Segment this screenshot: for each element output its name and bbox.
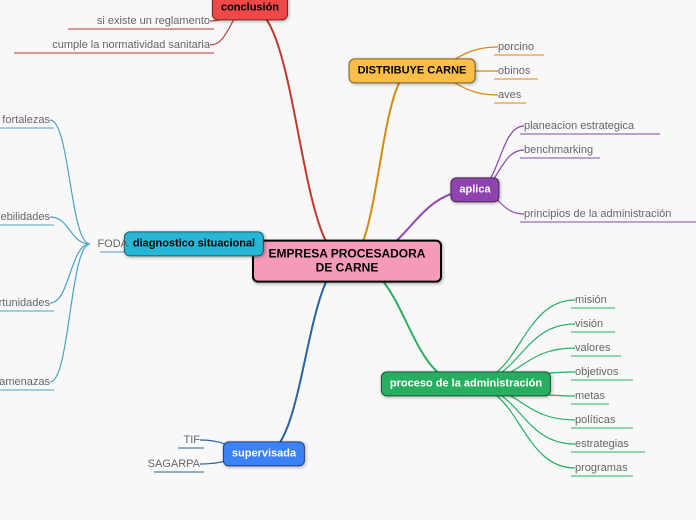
leaf-label: oportunidades — [0, 297, 50, 309]
leaf-label: programas — [575, 462, 628, 474]
leaf-label: cumple la normatividad sanitaria — [52, 39, 210, 51]
leaf-label: planeacion estrategica — [524, 120, 634, 132]
leaf-label: metas — [575, 390, 605, 402]
leaf-label: si existe un reglamento — [97, 15, 210, 27]
leaf-label: benchmarking — [524, 144, 593, 156]
leaf-label: valores — [575, 342, 610, 354]
branch-node-distribuye[interactable]: DISTRIBUYE CARNE — [349, 58, 476, 83]
leaf-label: principios de la administración — [524, 208, 671, 220]
branch-node-proceso[interactable]: proceso de la administración — [381, 371, 551, 396]
leaf-label: debilidades — [0, 211, 50, 223]
leaf-label: aves — [498, 89, 521, 101]
leaf-label: estrategias — [575, 438, 629, 450]
leaf-label: visión — [575, 318, 603, 330]
leaf-label: misión — [575, 294, 607, 306]
branch-node-conclusion[interactable]: conclusión — [212, 0, 288, 21]
leaf-label: TIF — [184, 434, 201, 446]
leaf-label: SAGARPA — [148, 458, 200, 470]
leaf-label: objetivos — [575, 366, 618, 378]
leaf-label: políticas — [575, 414, 615, 426]
leaf-label: porcino — [498, 41, 534, 53]
branch-node-diagnostico[interactable]: diagnostico situacional — [124, 231, 264, 256]
branch-node-aplica[interactable]: aplica — [450, 177, 499, 202]
leaf-label: amenazas — [0, 376, 50, 388]
branch-node-supervisada[interactable]: supervisada — [223, 441, 305, 466]
center-node[interactable]: EMPRESA PROCESADORA DE CARNE — [252, 240, 442, 283]
leaf-label: fortalezas — [2, 114, 50, 126]
leaf-label: FODA — [97, 238, 128, 250]
leaf-label: obinos — [498, 65, 530, 77]
